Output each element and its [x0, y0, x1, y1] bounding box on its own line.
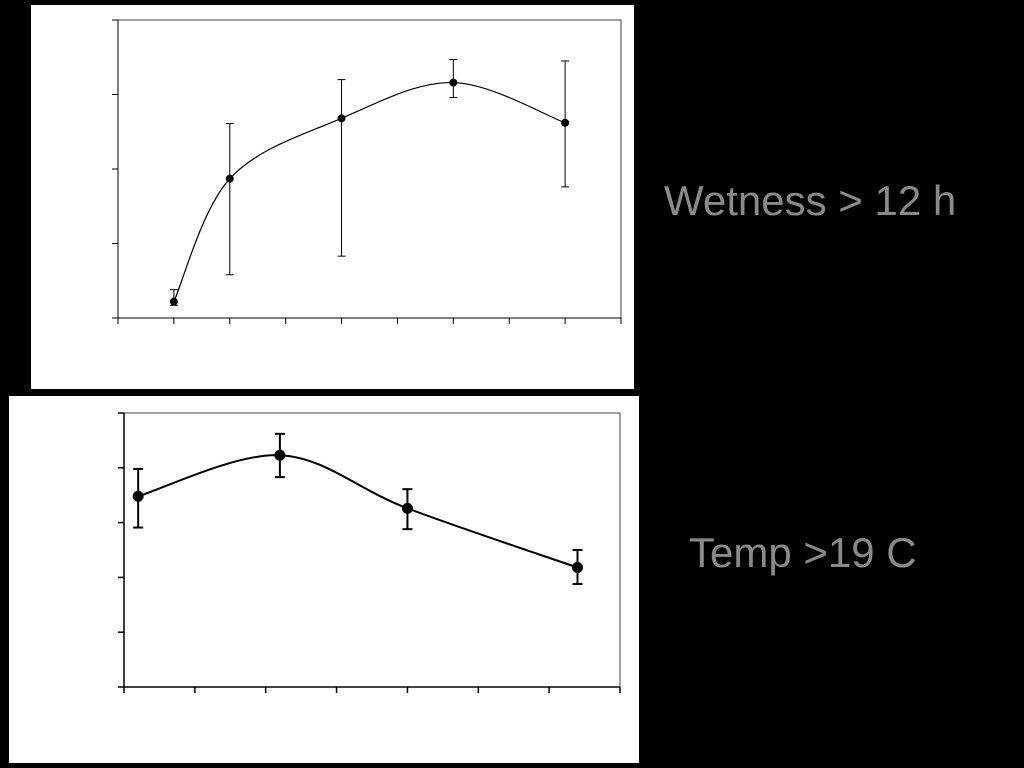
plot-frame [123, 412, 621, 688]
data-point [274, 449, 286, 461]
data-point [571, 562, 583, 574]
series-line [137, 454, 578, 569]
data-point [401, 502, 413, 514]
data-point [449, 78, 458, 87]
data-point [561, 118, 570, 127]
data-point [337, 114, 346, 123]
data-point [132, 490, 144, 502]
chart-panel-wetness [31, 5, 634, 389]
chart-panel-temp [9, 396, 639, 763]
chart-temp [118, 412, 621, 693]
data-point [169, 297, 178, 306]
chart-wetness [112, 19, 622, 324]
chart-label-wetness: Wetness > 12 h [664, 177, 957, 224]
data-point [225, 174, 234, 183]
plot-frame [117, 19, 622, 319]
chart-label-temp: Temp >19 C [689, 529, 917, 576]
series-line [173, 81, 566, 302]
